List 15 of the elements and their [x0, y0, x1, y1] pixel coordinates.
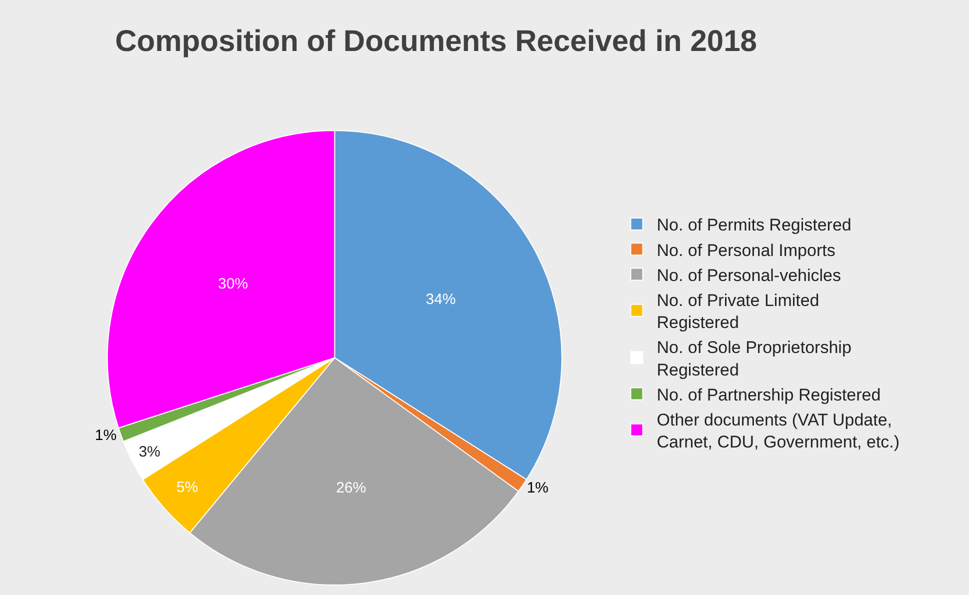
data-label: 5% — [176, 479, 198, 496]
legend-label: No. of Personal Imports — [656, 240, 836, 260]
data-label: 3% — [138, 444, 160, 461]
data-label: 34% — [426, 290, 456, 308]
legend-label: No. of Personal-vehicles — [656, 266, 842, 285]
legend-label: Other documents (VAT Update, Carnet, CDU, Government, etc.) — [656, 410, 900, 452]
data-label: 30% — [218, 275, 248, 292]
data-label: 1% — [94, 427, 117, 444]
data-label: 26% — [336, 480, 366, 497]
data-label: 1% — [526, 480, 549, 497]
legend-label: No. of Private Limited Registered — [656, 290, 820, 332]
legend-label: No. of Sole Proprietorship Registered — [656, 338, 852, 380]
legend-label: No. of Permits Registered — [656, 216, 852, 235]
legend-label: No. of Partnership Registered — [656, 385, 881, 404]
chart-title: Composition of Documents Received in 2018 — [115, 24, 757, 58]
